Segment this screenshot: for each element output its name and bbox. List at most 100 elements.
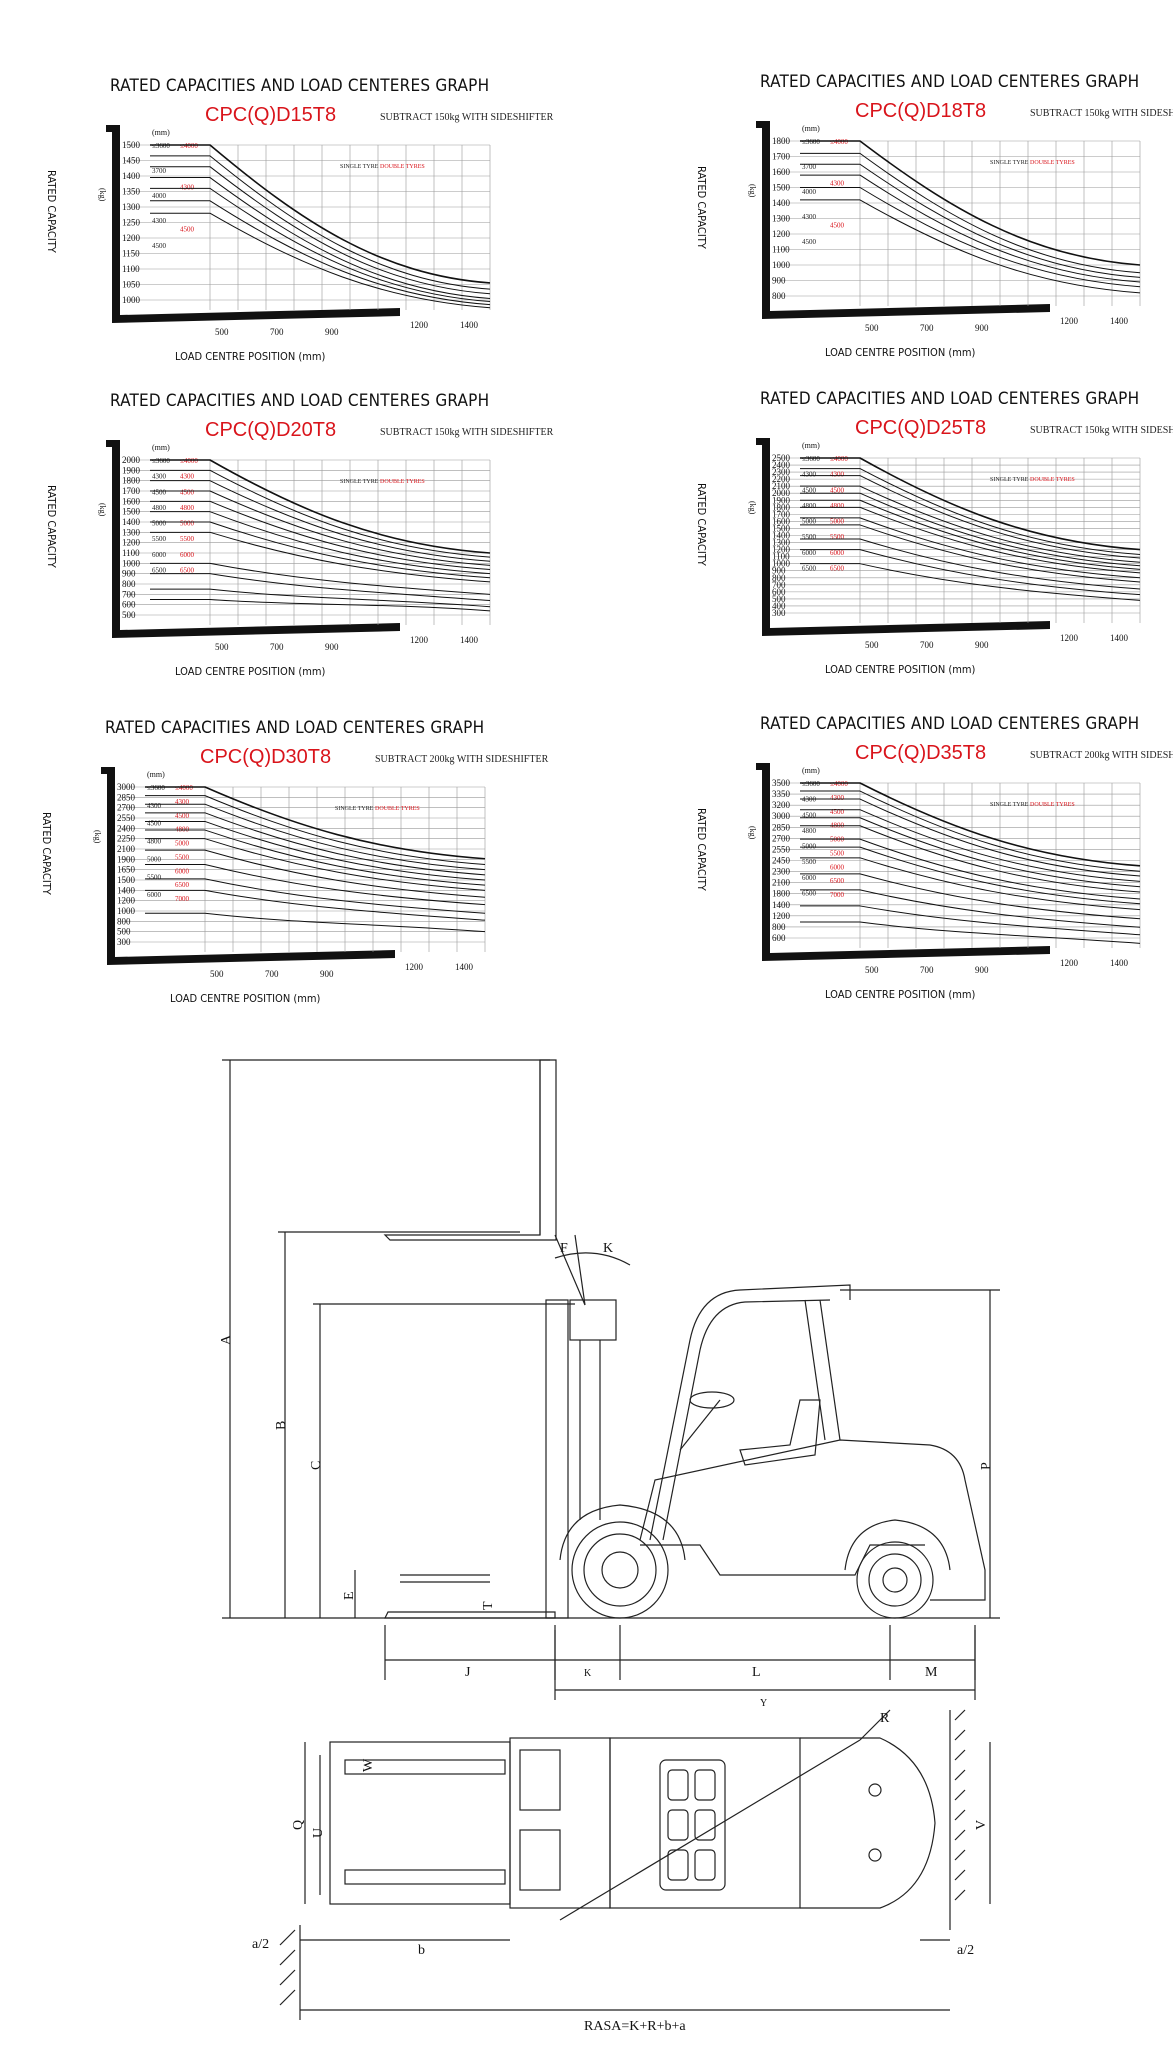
y-tick-label: 400 — [772, 601, 786, 611]
capacity-curve — [150, 144, 491, 284]
mast-height-double-label: ≤4000 — [175, 784, 193, 792]
mast-height-single-label: ≤3600 — [152, 142, 170, 150]
x-tick-label: 1200 — [1060, 633, 1079, 643]
unit-mm-label: (mm) — [802, 124, 820, 133]
mast-height-double-label: 5000 — [175, 840, 190, 848]
dimension-label-b: b — [418, 1943, 425, 1958]
chart-model-name: CPC(Q)D30T8 — [200, 746, 332, 768]
chart-frame — [101, 767, 395, 965]
dimension-label-Y: Y — [760, 1698, 767, 1709]
unit-kg-label: (kg) — [748, 826, 757, 840]
mast-height-double-label: 6500 — [180, 566, 195, 574]
unit-kg-label: (kg) — [98, 503, 107, 517]
x-axis-label: LOAD CENTRE POSITION (mm) — [170, 992, 321, 1005]
y-tick-label: 1100 — [122, 264, 140, 274]
x-tick-label: 500 — [865, 640, 879, 650]
y-tick-label: 2850 — [117, 792, 136, 802]
mast-height-single-label: 4000 — [802, 188, 817, 196]
x-tick-label: 1400 — [1110, 316, 1129, 326]
mast-height-double-label: 5500 — [830, 849, 845, 857]
capacity-curve — [145, 912, 486, 933]
capacity-curve — [145, 786, 486, 860]
chart-subtract-note: SUBTRACT 150kg WITH SIDESHIFTER — [380, 112, 554, 123]
mast-height-double-label: 5500 — [175, 853, 190, 861]
mast-height-single-label: 4800 — [147, 838, 162, 846]
mast-height-single-label: 6500 — [152, 566, 167, 574]
x-tick-label: 900 — [320, 969, 334, 979]
mast-height-double-label: 4300 — [830, 471, 845, 479]
y-tick-label: 600 — [772, 587, 786, 597]
mast-height-double-label: 4500 — [180, 488, 195, 496]
mast-height-double-label: ≤4000 — [830, 780, 848, 788]
capacity-curve — [800, 782, 1141, 867]
x-tick-label: 1400 — [1110, 958, 1129, 968]
mast-height-double-label: 6000 — [180, 551, 195, 559]
x-tick-label: 700 — [270, 327, 284, 337]
mast-height-single-label: 4500 — [802, 811, 817, 819]
mast-height-single-label: 4300 — [152, 217, 167, 225]
y-tick-label: 2100 — [117, 844, 136, 854]
y-tick-label: 1700 — [772, 509, 791, 519]
chart-subtract-note: SUBTRACT 150kg WITH SIDESHIFTER — [1030, 108, 1173, 119]
unit-mm-label: (mm) — [152, 128, 170, 137]
x-tick-label: 500 — [215, 642, 229, 652]
capacity-curve — [150, 500, 491, 571]
mast-height-double-label: 4800 — [830, 502, 845, 510]
x-tick-label: 1400 — [1110, 633, 1129, 643]
y-tick-label: 1650 — [117, 865, 136, 875]
y-tick-label: 2100 — [772, 481, 791, 491]
unit-kg-label: (kg) — [748, 184, 757, 198]
capacity-curve — [800, 790, 1141, 872]
capacity-curve — [150, 187, 491, 303]
y-tick-label: 1600 — [122, 496, 141, 506]
x-axis-label: LOAD CENTRE POSITION (mm) — [175, 350, 326, 363]
y-tick-label: 800 — [772, 291, 786, 301]
chart-subtract-note: SUBTRACT 150kg WITH SIDESHIFTER — [1030, 425, 1173, 436]
capacity-curve — [800, 163, 1141, 278]
chart-title: RATED CAPACITIES AND LOAD CENTERES GRAPH — [760, 389, 1140, 409]
mast-height-single-label: 5500 — [802, 858, 817, 866]
mast-height-single-label: 4300 — [802, 796, 817, 804]
y-tick-label: 1250 — [122, 218, 141, 228]
capacity-curve — [150, 511, 491, 575]
mast-height-double-label: 4300 — [830, 794, 845, 802]
mast-height-double-label: ≤4000 — [180, 142, 198, 150]
chart-frame — [106, 125, 400, 323]
y-tick-label: 2000 — [122, 455, 141, 465]
x-tick-label: 700 — [920, 323, 934, 333]
capacity-curve — [800, 492, 1141, 567]
mast-height-double-label: 5500 — [180, 535, 195, 543]
x-tick-label: 900 — [975, 323, 989, 333]
capacity-curve — [145, 829, 486, 886]
capacity-curve — [800, 524, 1141, 583]
x-tick-label: 700 — [920, 640, 934, 650]
rasa-formula: RASA=K+R+b+a — [584, 2019, 686, 2034]
dimension-label-A: A — [219, 1334, 234, 1345]
x-axis-label: LOAD CENTRE POSITION (mm) — [175, 665, 326, 678]
x-tick-label: 900 — [975, 640, 989, 650]
unit-mm-label: (mm) — [802, 766, 820, 775]
capacity-curve — [150, 166, 491, 295]
capacity-curve — [150, 490, 491, 566]
y-tick-label: 1200 — [122, 233, 141, 243]
capacity-curve — [800, 798, 1141, 877]
y-tick-label: 2400 — [117, 823, 136, 833]
x-tick-label: 1200 — [1060, 316, 1079, 326]
capacity-curve — [800, 187, 1141, 288]
chart-model-name: CPC(Q)D35T8 — [855, 742, 987, 764]
y-tick-label: 900 — [772, 276, 786, 286]
mast-height-single-label: 5500 — [152, 535, 167, 543]
mast-height-double-label: 5500 — [830, 533, 845, 541]
capacity-curve — [800, 506, 1141, 574]
mast-height-double-label: 4300 — [175, 798, 190, 806]
mast-height-single-label: 5000 — [802, 518, 817, 526]
mast-height-single-label: 6000 — [802, 549, 817, 557]
capacity-curve — [800, 517, 1141, 579]
x-tick-label: 900 — [975, 965, 989, 975]
mast-height-single-label: 4500 — [802, 238, 817, 246]
capacity-curve — [145, 795, 486, 865]
y-tick-label: 1400 — [772, 531, 791, 541]
mast-height-single-label: 5500 — [802, 533, 817, 541]
mast-height-single-label: 4800 — [802, 502, 817, 510]
mast-height-single-label: ≤3600 — [152, 457, 170, 465]
